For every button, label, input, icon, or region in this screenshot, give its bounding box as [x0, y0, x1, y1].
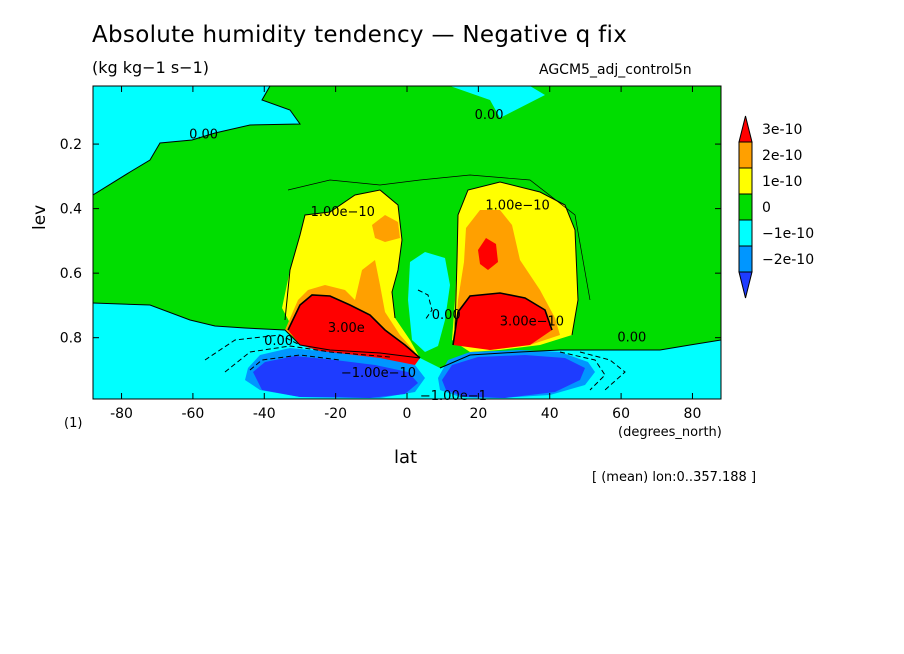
field-red-right	[453, 293, 552, 350]
chart-units: (kg kg−1 s−1)	[92, 58, 210, 77]
axes: -80 -60 -40 -20 0 20 40 60 80 0.2 0.4 0.6 0.8	[60, 86, 721, 422]
field-neg-equator	[408, 252, 450, 352]
mean-lon-note: [ (mean) lon:0..357.188 ]	[592, 470, 757, 485]
colorbar-extend-bottom	[738, 271, 753, 299]
neg-contour-right-outer	[579, 351, 626, 391]
contour-label: 3.00e−10	[500, 315, 564, 330]
filled-contours	[93, 86, 721, 399]
y-tick-label: 0.6	[60, 266, 82, 282]
contour-lines	[93, 86, 721, 369]
negative-contour-lines	[204, 289, 626, 391]
contour-pos-1-left	[284, 189, 403, 321]
chart-title: Absolute humidity tendency — Negative q …	[92, 22, 628, 48]
neg-contour-left-outer	[204, 334, 301, 361]
contour-label: 3.00e	[328, 321, 365, 336]
y-tick-label: 0.4	[60, 202, 82, 218]
contour-label: 0.00	[617, 331, 646, 346]
neg-contour-right-1	[559, 351, 606, 391]
neg-contour-left-2	[249, 354, 341, 371]
x-tick-label: -20	[324, 406, 347, 422]
contour-labels: 0.00 0.00 1.00e−10 1.00e−10 0.00 0.00 0.00 3.00…	[189, 108, 646, 404]
x-tick-label: -60	[181, 406, 204, 422]
contour-label: 1.00e−10	[485, 198, 549, 213]
colorbar-extend-top	[738, 115, 753, 143]
contour-pos-3-left	[287, 294, 421, 359]
x-tick-label: 20	[469, 406, 487, 422]
colorbar-swatch	[738, 219, 753, 247]
field-deepblue-left	[253, 356, 418, 398]
colorbar-label: −1e-10	[762, 226, 814, 242]
y-tick-label: 0.2	[60, 137, 82, 153]
contour-label: 0.00	[475, 108, 504, 123]
x-tick-label: -80	[110, 406, 133, 422]
field-red-right-upper	[478, 238, 498, 270]
field-deepblue-right	[442, 355, 585, 398]
x-tick-label: 40	[541, 406, 559, 422]
neg-contour-eq	[417, 289, 433, 321]
contour-zero-line-right	[439, 339, 721, 369]
x-axis-label: lat	[394, 447, 418, 468]
x-tick-label: -40	[253, 406, 276, 422]
colorbar-swatch	[738, 167, 753, 195]
contour-label: 0.00	[189, 127, 218, 142]
contour-pos-05-outer	[287, 174, 591, 301]
field-red-left	[288, 295, 420, 372]
neg-contour-left-1	[224, 345, 391, 373]
colorbar-label: 1e-10	[762, 174, 802, 190]
contour-label: −1.00e−10	[341, 366, 416, 381]
contour-label: −1.00e−1	[420, 389, 487, 404]
colorbar-label: −2e-10	[762, 252, 814, 268]
x-tick-label: 60	[612, 406, 630, 422]
colorbar-swatch	[738, 245, 753, 273]
colorbar-label: 3e-10	[762, 122, 802, 138]
contour-label: 0.00	[264, 334, 293, 349]
contour-zero-line-left	[93, 302, 421, 359]
contour-pos-3-right	[452, 292, 553, 346]
y-tick-label: 0.8	[60, 331, 82, 347]
colorbar-label: 2e-10	[762, 148, 802, 164]
contour-pos-1-right	[454, 181, 579, 336]
run-name: AGCM5_adj_control5n	[539, 62, 692, 78]
note-1: (1)	[64, 416, 83, 431]
x-tick-label: 0	[403, 406, 412, 422]
colorbar-label: 0	[762, 200, 771, 216]
x-tick-label: 80	[684, 406, 702, 422]
colorbar: 3e-10 2e-10 1e-10 0 −1e-10 −2e-10	[738, 115, 814, 299]
colorbar-swatch	[738, 193, 753, 221]
x-axis-units: (degrees_north)	[618, 425, 722, 440]
field-orange-left-upper	[372, 215, 400, 242]
contour-label: 1.00e−10	[311, 205, 375, 220]
contour-zero-line	[93, 86, 301, 196]
contour-label: 0.00	[432, 308, 461, 323]
colorbar-swatch	[738, 141, 753, 169]
